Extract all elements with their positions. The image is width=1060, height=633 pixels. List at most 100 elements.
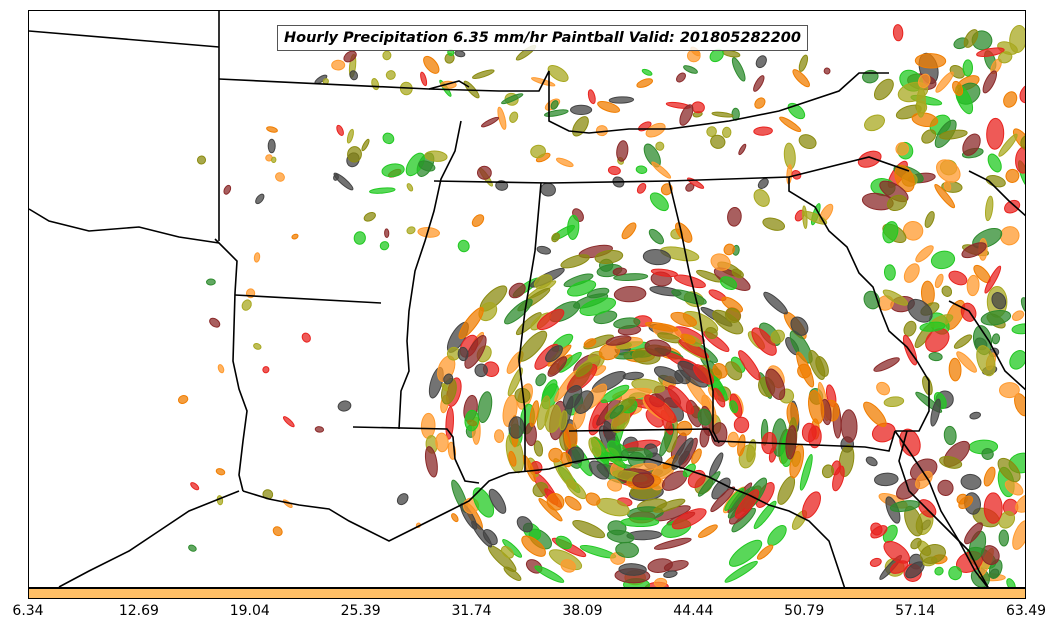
- precip-blob: [1009, 350, 1025, 370]
- precip-blob: [731, 57, 746, 82]
- precip-blob: [798, 134, 817, 150]
- precip-blob: [472, 69, 495, 79]
- precip-blob: [928, 352, 943, 362]
- precip-blob: [712, 363, 728, 379]
- boundary-line: [568, 428, 896, 452]
- precip-blob: [538, 498, 563, 522]
- precip-blob: [873, 357, 900, 372]
- precip-blob: [863, 401, 887, 427]
- precip-blob: [649, 192, 669, 212]
- precip-blob: [1004, 199, 1021, 214]
- precip-blob: [445, 406, 454, 440]
- state-boundaries: [29, 11, 1025, 587]
- precip-blob: [353, 231, 366, 245]
- precip-blob: [882, 289, 909, 306]
- precip-blob: [282, 416, 295, 428]
- precip-blob: [1015, 492, 1025, 513]
- precip-blob: [270, 156, 277, 163]
- precip-blob: [597, 100, 621, 113]
- precip-blob: [753, 75, 765, 92]
- precip-blob: [907, 298, 933, 323]
- precip-blob: [196, 155, 207, 165]
- precip-blob: [188, 544, 197, 552]
- precip-blob: [983, 492, 1003, 524]
- precip-blob: [710, 253, 731, 271]
- precip-blob: [424, 446, 438, 478]
- precip-blob: [790, 316, 809, 336]
- precip-blob: [671, 508, 707, 530]
- precip-blob: [575, 362, 593, 377]
- precip-blob: [255, 193, 265, 205]
- precip-blob: [1012, 520, 1025, 550]
- coastline: [58, 490, 240, 587]
- precip-blob: [960, 473, 982, 491]
- precip-blob: [676, 72, 686, 83]
- precip-blob: [797, 363, 812, 379]
- precip-blob: [876, 381, 891, 396]
- precip-blob: [651, 161, 672, 179]
- precip-blob: [998, 133, 1018, 157]
- precip-blob: [423, 55, 440, 74]
- precip-blob: [406, 226, 416, 235]
- precip-blob: [956, 351, 977, 373]
- precip-blob: [710, 486, 736, 513]
- precip-blob: [1003, 91, 1018, 108]
- precip-blob: [679, 104, 694, 126]
- precip-blob: [534, 565, 565, 583]
- precip-blob: [551, 232, 560, 243]
- colorbar-tick-label: 31.74: [451, 603, 492, 619]
- precip-blob: [606, 529, 635, 544]
- precip-blob: [477, 165, 492, 180]
- precip-blob: [471, 520, 493, 548]
- precip-blob: [963, 29, 979, 48]
- precip-blob: [223, 184, 232, 195]
- precip-blob: [642, 249, 671, 266]
- precip-blob: [275, 172, 285, 182]
- precip-blob: [999, 226, 1020, 246]
- precip-blob: [621, 222, 637, 240]
- precip-blob: [737, 434, 746, 457]
- precip-blob: [477, 391, 493, 424]
- precip-blob: [616, 140, 629, 162]
- precip-blob: [1020, 297, 1025, 315]
- precip-blob: [522, 454, 536, 482]
- colorbar-tick-label: 12.69: [118, 603, 159, 619]
- precip-blob: [711, 111, 734, 118]
- precip-blob: [572, 520, 606, 539]
- colorbar-tick-label: 57.14: [895, 603, 936, 619]
- precip-blob: [667, 385, 695, 415]
- precip-blob: [636, 78, 653, 88]
- precip-blob: [753, 500, 777, 530]
- precip-blob: [497, 106, 507, 130]
- map-panel: Hourly Precipitation 6.35 mm/hr Paintbal…: [28, 10, 1026, 588]
- precip-blob: [451, 513, 459, 523]
- precip-blob: [756, 544, 774, 560]
- precip-blob: [636, 183, 647, 194]
- precip-blob: [467, 419, 478, 427]
- precip-blob: [930, 250, 956, 270]
- precip-blob: [550, 100, 559, 110]
- precip-blob: [420, 71, 428, 87]
- precip-blob: [655, 141, 665, 151]
- precip-blob: [921, 129, 937, 144]
- precip-blob: [914, 53, 947, 69]
- precip-blob: [934, 273, 944, 289]
- precip-blob: [579, 297, 617, 316]
- precip-blob: [697, 471, 721, 497]
- precip-blob: [948, 566, 962, 581]
- precip-blob: [943, 180, 952, 192]
- precip-blob: [644, 394, 677, 424]
- precip-blob: [474, 363, 488, 378]
- colorbar-tick-label: 25.39: [340, 603, 381, 619]
- precip-blob: [536, 308, 565, 331]
- precip-blob: [770, 329, 785, 344]
- coastline: [242, 456, 750, 542]
- precip-blob: [435, 432, 449, 453]
- precip-blob: [406, 183, 414, 192]
- precip-blob: [937, 479, 954, 497]
- precip-blob: [998, 51, 1013, 64]
- precip-blob: [363, 211, 376, 222]
- precip-blob: [706, 126, 717, 137]
- precip-blob: [507, 367, 523, 397]
- precip-blob: [997, 457, 1021, 483]
